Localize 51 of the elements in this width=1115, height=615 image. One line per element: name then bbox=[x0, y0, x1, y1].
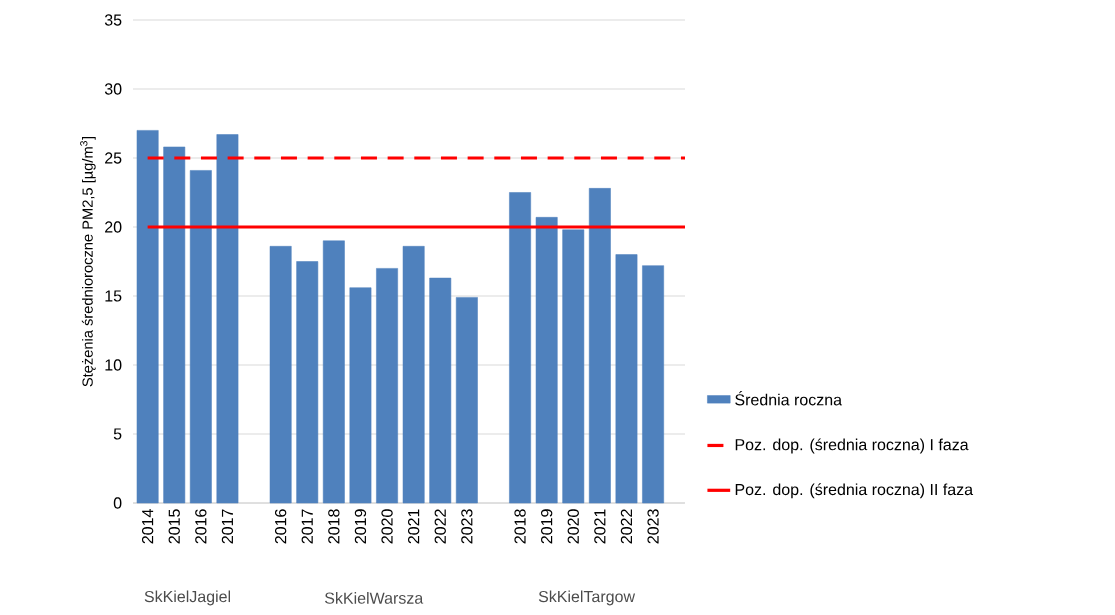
x-tick-label: 2018 bbox=[328, 509, 340, 544]
bar bbox=[376, 268, 398, 504]
text: SkKielTargow bbox=[538, 590, 636, 606]
x-tick-label: 2021 bbox=[408, 509, 420, 544]
text: SkKielJagiel bbox=[144, 590, 231, 606]
bar bbox=[216, 134, 239, 504]
x-tick-label: 2017 bbox=[221, 509, 234, 544]
bar bbox=[588, 188, 611, 504]
x-tick-label: 2020 bbox=[567, 509, 579, 544]
x-tick-label: 2015 bbox=[168, 509, 180, 544]
y-tick-label: 0 bbox=[113, 497, 122, 509]
y-tick-label: 25 bbox=[105, 152, 122, 164]
bar bbox=[455, 297, 478, 504]
x-tick-label: 2020 bbox=[381, 509, 393, 544]
x-tick-label: 2017 bbox=[301, 509, 313, 544]
y-tick-label: 20 bbox=[105, 221, 122, 233]
x-tick-label: 2022 bbox=[620, 509, 633, 544]
bar bbox=[296, 261, 319, 504]
legend-label: Poz. dop. (średnia roczna) II faza bbox=[735, 483, 974, 499]
y-tick-label: 5 bbox=[113, 428, 122, 440]
x-tick-label: 2019 bbox=[541, 509, 553, 544]
y-tick-label: 15 bbox=[105, 290, 122, 302]
x-tick-label: 2022 bbox=[434, 509, 446, 544]
bar bbox=[429, 277, 452, 504]
bar bbox=[322, 240, 345, 504]
x-tick-label: 2018 bbox=[514, 509, 526, 544]
legend-label: Średnia roczna bbox=[735, 390, 843, 406]
bar bbox=[509, 192, 531, 504]
x-tick-label: 2021 bbox=[594, 509, 606, 544]
text: SkKielWarsza bbox=[324, 592, 424, 604]
bar bbox=[189, 170, 212, 504]
bar bbox=[535, 217, 558, 504]
y-tick-label: 30 bbox=[104, 83, 122, 95]
bar bbox=[642, 265, 664, 504]
x-tick-label: 2023 bbox=[647, 509, 659, 544]
x-tick-label: 2023 bbox=[461, 509, 473, 544]
bar bbox=[402, 246, 425, 504]
x-tick-label: 2019 bbox=[354, 509, 367, 544]
bar bbox=[136, 130, 159, 504]
x-tick-label: 2016 bbox=[195, 509, 207, 544]
y-tick-label: 35 bbox=[104, 14, 122, 26]
x-tick-label: 2014 bbox=[141, 509, 154, 544]
y-tick-label: 10 bbox=[105, 359, 122, 371]
bar bbox=[163, 146, 186, 504]
bar bbox=[562, 229, 585, 504]
x-tick-label: 2016 bbox=[274, 509, 287, 544]
bar bbox=[269, 246, 292, 504]
bar bbox=[349, 287, 372, 504]
legend-label: Poz. dop. (średnia roczna) I faza bbox=[735, 438, 969, 454]
y-axis-title: Stężenia średnioroczne PM2,5 [µg/m$^{3}$] bbox=[80, 136, 96, 387]
bar bbox=[615, 254, 638, 504]
